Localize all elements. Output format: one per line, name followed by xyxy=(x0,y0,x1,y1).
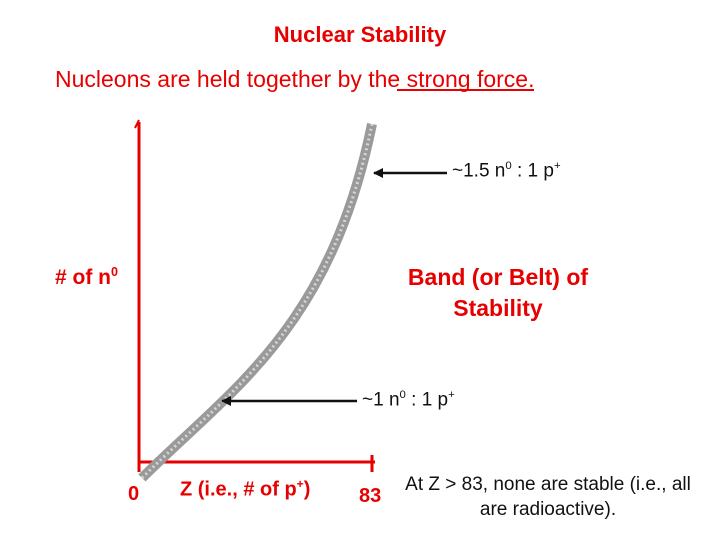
page-title: Nuclear Stability xyxy=(273,22,447,47)
x-tick-label-83: 83 xyxy=(359,485,382,507)
x-tick-label-zero: 0 xyxy=(128,483,140,505)
subtitle-prefix: Nucleons are held together by the xyxy=(55,66,407,92)
x-axis-label-sup: + xyxy=(296,477,304,491)
y-axis-label-text: # of n xyxy=(55,266,111,289)
x-axis-label-close: ) xyxy=(303,478,311,501)
subtitle: Nucleons are held together by the strong… xyxy=(55,66,535,93)
x-axis-label: Z (i.e., # of p+) xyxy=(180,477,310,502)
annotation-bottom-prefix: ~1 n xyxy=(362,389,400,411)
annotation-bottom-sup-n: 0 xyxy=(399,389,406,401)
annotation-top-sup-p: + xyxy=(553,160,561,172)
x-axis-label-text: Z (i.e., # of p xyxy=(180,478,297,501)
y-axis-arrowhead xyxy=(134,119,140,129)
annotation-top: ~1.5 n0 : 1 p+ xyxy=(452,160,561,182)
stability-band-texture xyxy=(140,123,374,480)
stability-note: At Z > 83, none are stable (i.e., all ar… xyxy=(405,474,691,520)
annotation-top-prefix: ~1.5 n xyxy=(452,160,506,182)
annotation-top-sup-n: 0 xyxy=(505,160,512,172)
annotation-bottom-sup-p: + xyxy=(448,389,455,401)
y-axis-label: # of n0 xyxy=(55,265,118,290)
stability-band xyxy=(138,122,377,482)
subtitle-suffix: . xyxy=(528,66,535,92)
band-label: Band (or Belt) of Stability xyxy=(407,264,589,321)
subtitle-answer: strong force xyxy=(396,66,535,92)
y-axis-label-sup: 0 xyxy=(111,265,119,279)
annotation-bottom-middle: : 1 p xyxy=(405,389,449,411)
annotation-top-middle: : 1 p xyxy=(511,160,554,182)
annotation-bottom: ~1 n0 : 1 p+ xyxy=(362,389,455,411)
